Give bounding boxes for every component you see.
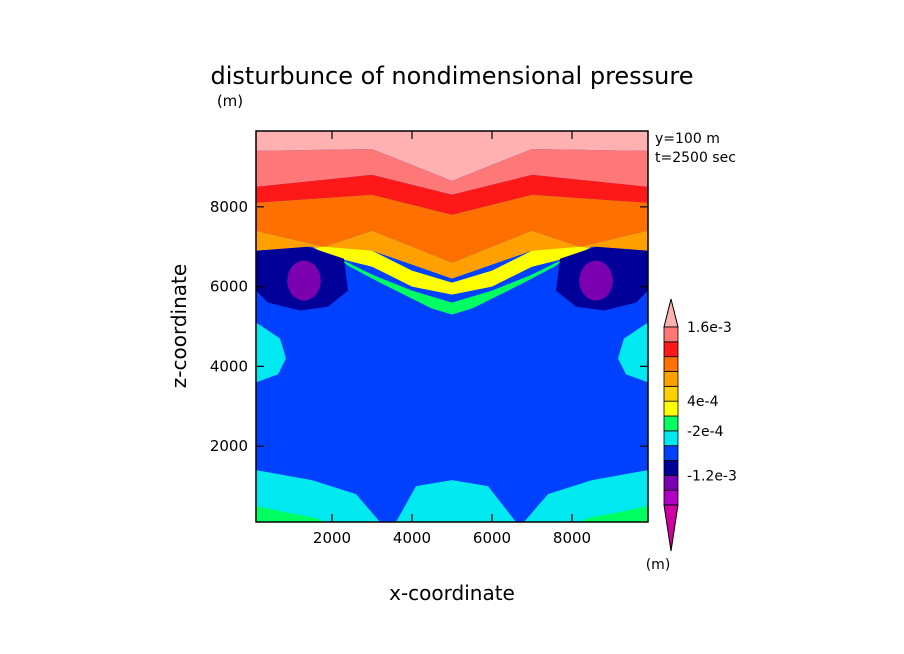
colorbar-label: -1.2e-3 — [687, 468, 737, 484]
y-tick-label: 4000 — [210, 357, 248, 375]
colorbar-label: 1.6e-3 — [687, 320, 732, 336]
contour-region-dark-orange — [256, 194, 648, 263]
colorbar-label: -2e-4 — [687, 424, 724, 440]
colorbar-swatch — [663, 415, 679, 432]
annotation-y: y=100 m — [655, 131, 720, 147]
colorbar-swatch — [663, 445, 679, 461]
colorbar-swatch — [663, 326, 679, 343]
colorbar: 1.6e-3 4e-4 -2e-4 -1.2e-3 — [663, 298, 737, 552]
colorbar-swatch — [663, 430, 679, 447]
contour-region-purple-left — [287, 260, 321, 301]
y-tick-label: 6000 — [210, 278, 248, 296]
colorbar-unit-label: (m) — [646, 557, 671, 573]
contour-region-cyan-left — [256, 322, 286, 383]
contour-region-purple-right — [579, 260, 613, 301]
x-tick-label: 6000 — [473, 529, 511, 547]
top-unit-label: (m) — [217, 92, 243, 110]
colorbar-swatch — [663, 400, 679, 417]
contour-region-blue-main — [256, 246, 648, 522]
contour-region-yellow — [292, 246, 612, 295]
chart-title: disturbunce of nondimensional pressure — [211, 62, 694, 90]
y-tick-label: 8000 — [210, 198, 248, 216]
colorbar-label: 4e-4 — [687, 394, 719, 410]
y-axis-label: z-coordinate — [167, 264, 191, 388]
y-tick-label: 2000 — [210, 437, 248, 455]
x-tick-label: 2000 — [313, 529, 351, 547]
contour-region-green-bottom-left — [256, 506, 324, 522]
colorbar-swatch — [663, 371, 679, 387]
contour-region-orange — [256, 230, 648, 279]
x-tick-label: 4000 — [393, 529, 431, 547]
colorbar-bottom-arrow — [663, 504, 679, 552]
contour-region-cyan-right — [618, 322, 648, 383]
colorbar-swatch — [663, 460, 679, 476]
contour-region-cyan-bottom-mid — [396, 480, 516, 522]
contour-region-cyan-bottom-right — [524, 470, 648, 522]
colorbar-top-arrow — [663, 298, 679, 328]
plot-frame — [255, 130, 649, 523]
x-axis-label: x-coordinate — [389, 581, 515, 605]
annotation-t: t=2500 sec — [655, 150, 736, 166]
colorbar-swatch — [663, 489, 679, 506]
plot-area: 2000 4000 6000 8000 2000 4000 6000 8000 — [210, 130, 649, 547]
colorbar-swatch — [663, 341, 679, 358]
x-tick-label: 8000 — [553, 529, 591, 547]
contour-region-green-bottom-right — [580, 506, 648, 522]
contour-region-red — [256, 174, 648, 215]
field-layer — [256, 131, 648, 522]
colorbar-swatch — [663, 474, 679, 491]
colorbar-swatch — [663, 385, 679, 402]
contour-region-pink-top — [256, 131, 648, 181]
colorbar-swatch — [663, 356, 679, 372]
contour-region-salmon — [256, 149, 648, 195]
contour-region-cyan-bottom — [256, 470, 380, 522]
